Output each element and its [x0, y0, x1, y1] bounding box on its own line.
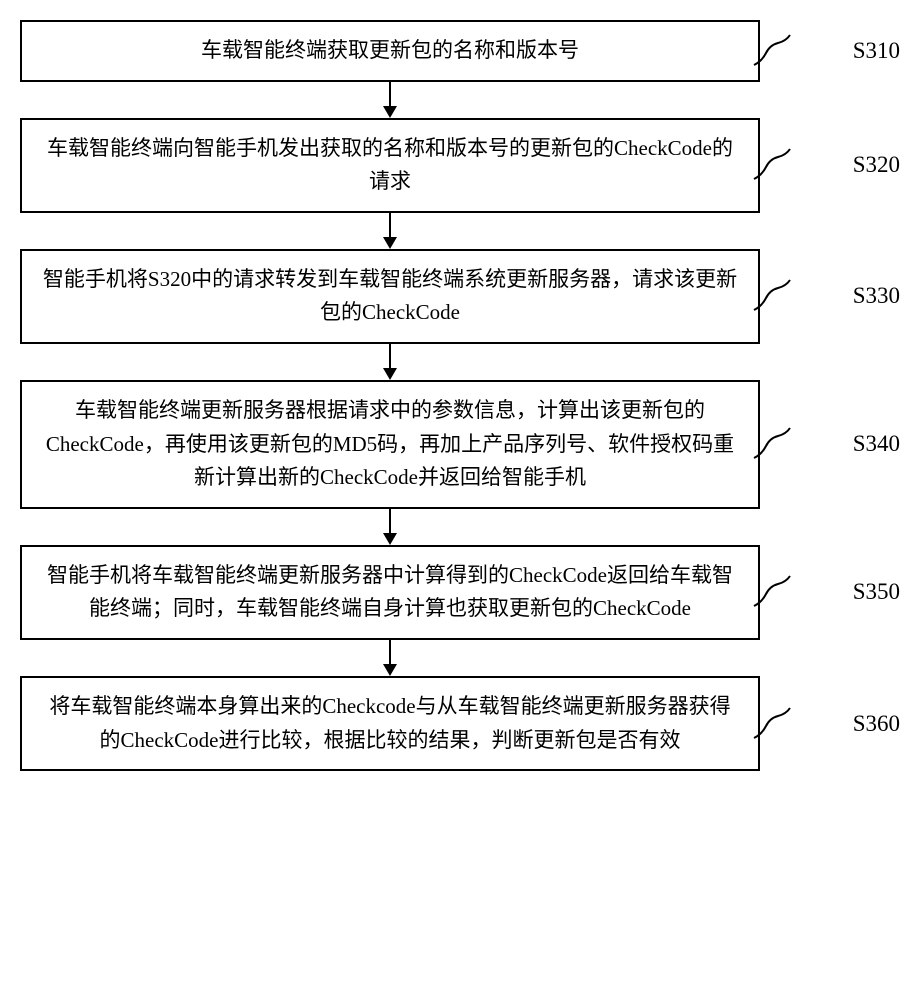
flow-step-s350: 智能手机将车载智能终端更新服务器中计算得到的CheckCode返回给车载智能终端… — [20, 545, 760, 640]
flow-step-text: 车载智能终端获取更新包的名称和版本号 — [201, 38, 579, 62]
label-col: S320 — [760, 152, 900, 178]
flow-row: 车载智能终端获取更新包的名称和版本号 S310 — [20, 20, 900, 82]
flow-step-s330: 智能手机将S320中的请求转发到车载智能终端系统更新服务器，请求该更新包的Che… — [20, 249, 760, 344]
flow-arrow — [20, 509, 760, 545]
arrow-down-icon — [380, 640, 400, 676]
flow-row: 智能手机将S320中的请求转发到车载智能终端系统更新服务器，请求该更新包的Che… — [20, 249, 900, 344]
flow-row: 智能手机将车载智能终端更新服务器中计算得到的CheckCode返回给车载智能终端… — [20, 545, 900, 640]
arrow-down-icon — [380, 82, 400, 118]
connector-squiggle — [752, 704, 802, 744]
arrow-down-icon — [380, 213, 400, 249]
flow-step-s360: 将车载智能终端本身算出来的Checkcode与从车载智能终端更新服务器获得的Ch… — [20, 676, 760, 771]
label-col: S360 — [760, 711, 900, 737]
flow-row: 将车载智能终端本身算出来的Checkcode与从车载智能终端更新服务器获得的Ch… — [20, 676, 900, 771]
connector-squiggle — [752, 145, 802, 185]
flowchart-container: 车载智能终端获取更新包的名称和版本号 S310 车载智能终端向智能手机发出获取的… — [20, 20, 900, 771]
flow-step-text: 智能手机将S320中的请求转发到车载智能终端系统更新服务器，请求该更新包的Che… — [43, 267, 737, 325]
flow-row: 车载智能终端更新服务器根据请求中的参数信息，计算出该更新包的CheckCode，… — [20, 380, 900, 509]
flow-step-text: 车载智能终端向智能手机发出获取的名称和版本号的更新包的CheckCode的请求 — [47, 136, 733, 194]
flow-arrow — [20, 213, 760, 249]
connector-squiggle — [752, 31, 802, 71]
step-label: S360 — [853, 711, 900, 737]
flow-arrow — [20, 640, 760, 676]
label-col: S350 — [760, 579, 900, 605]
label-col: S310 — [760, 38, 900, 64]
flow-step-text: 智能手机将车载智能终端更新服务器中计算得到的CheckCode返回给车载智能终端… — [47, 563, 733, 621]
flow-row: 车载智能终端向智能手机发出获取的名称和版本号的更新包的CheckCode的请求 … — [20, 118, 900, 213]
arrow-down-icon — [380, 344, 400, 380]
flow-step-s310: 车载智能终端获取更新包的名称和版本号 — [20, 20, 760, 82]
flow-step-text: 车载智能终端更新服务器根据请求中的参数信息，计算出该更新包的CheckCode，… — [46, 398, 734, 489]
flow-arrow — [20, 82, 760, 118]
connector-squiggle — [752, 572, 802, 612]
step-label: S340 — [853, 431, 900, 457]
step-label: S350 — [853, 579, 900, 605]
arrow-down-icon — [380, 509, 400, 545]
flow-step-text: 将车载智能终端本身算出来的Checkcode与从车载智能终端更新服务器获得的Ch… — [49, 694, 730, 752]
flow-step-s320: 车载智能终端向智能手机发出获取的名称和版本号的更新包的CheckCode的请求 — [20, 118, 760, 213]
connector-squiggle — [752, 424, 802, 464]
step-label: S320 — [853, 152, 900, 178]
connector-squiggle — [752, 276, 802, 316]
step-label: S330 — [853, 283, 900, 309]
flow-arrow — [20, 344, 760, 380]
label-col: S340 — [760, 431, 900, 457]
flow-step-s340: 车载智能终端更新服务器根据请求中的参数信息，计算出该更新包的CheckCode，… — [20, 380, 760, 509]
step-label: S310 — [853, 38, 900, 64]
label-col: S330 — [760, 283, 900, 309]
